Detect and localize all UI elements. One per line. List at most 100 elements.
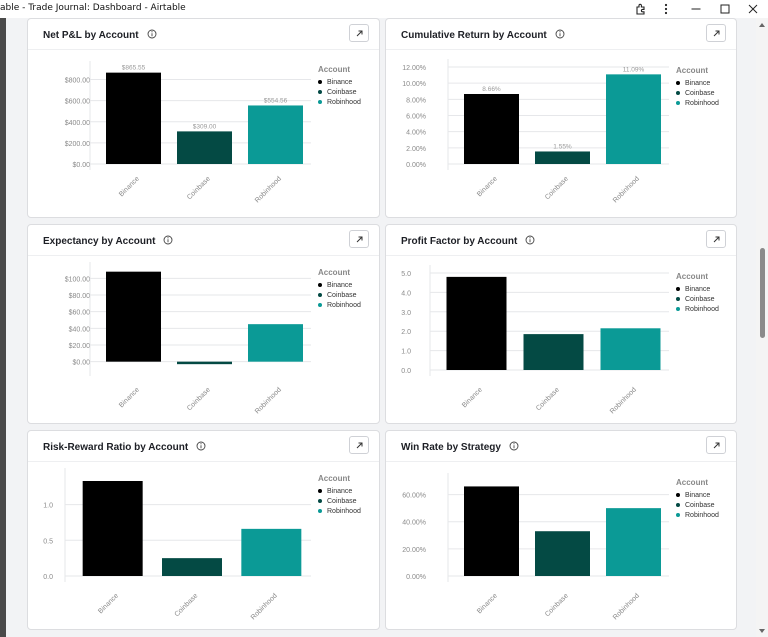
expand-arrow-icon (713, 236, 719, 242)
y-tick-label: $60.00 (69, 310, 91, 317)
legend-dot (676, 91, 680, 95)
bar-binance (464, 486, 519, 576)
bar-robinhood (248, 324, 303, 362)
chart-card-risk-reward: Risk-Reward Ratio by Account 0.0 0.5 1.0 Bi… (27, 430, 380, 630)
y-tick-label: $40.00 (69, 326, 91, 333)
x-tick-label: Robinhood (612, 175, 641, 204)
legend-label: Coinbase (327, 88, 357, 96)
legend-label: Coinbase (685, 501, 715, 509)
dashboard-content: Net P&L by Account $0.00 $200.00 $400.00 $6… (6, 18, 756, 637)
extension-icon[interactable] (627, 0, 655, 18)
card-divider (28, 461, 379, 462)
data-label: $554.56 (264, 97, 288, 104)
x-tick-label: Robinhood (250, 592, 279, 621)
bar-binance (446, 276, 507, 370)
left-edge-strip (0, 18, 6, 637)
card-title: Profit Factor by Account (401, 236, 518, 247)
x-tick-label: Binance (476, 175, 499, 198)
expand-button[interactable] (706, 230, 726, 248)
legend-label: Robinhood (685, 511, 719, 519)
legend-item-binance: Binance (676, 490, 719, 500)
info-icon[interactable] (196, 441, 206, 454)
x-tick-label: Binance (118, 175, 141, 198)
window-title: able - Trade Journal: Dashboard - Airtab… (0, 3, 186, 13)
card-title: Net P&L by Account (43, 30, 139, 41)
legend-item-coinbase: Coinbase (318, 496, 361, 506)
y-tick-label: 5.0 (401, 271, 411, 278)
window-titlebar: able - Trade Journal: Dashboard - Airtab… (0, 0, 768, 18)
minimize-icon[interactable] (682, 0, 710, 18)
maximize-icon[interactable] (711, 0, 739, 18)
y-tick-label: $800.00 (65, 78, 90, 85)
legend-item-robinhood: Robinhood (318, 300, 361, 310)
chart-legend: Account Binance Coinbase Robinhood (318, 65, 361, 107)
data-label: 1.55% (553, 143, 572, 150)
y-tick-label: 0.00% (406, 162, 426, 169)
y-tick-label: 40.00% (402, 520, 426, 527)
bar-robinhood (606, 508, 661, 576)
scrollbar-thumb[interactable] (760, 248, 765, 338)
card-title: Expectancy by Account (43, 236, 156, 247)
expand-button[interactable] (349, 436, 369, 454)
y-tick-label: $600.00 (65, 99, 90, 106)
y-tick-label: 2.00% (406, 146, 426, 153)
bar-chart: $0.00 $200.00 $400.00 $600.00 $800.00 $865.55… (65, 61, 311, 204)
bar-chart: 0.0 1.0 2.0 3.0 4.0 5.0 Binance Coinbase Robinho… (401, 265, 669, 415)
bar-coinbase (177, 131, 232, 164)
legend-item-binance: Binance (318, 280, 361, 290)
x-tick-label: Coinbase (186, 175, 212, 201)
y-tick-label: 20.00% (402, 547, 426, 554)
y-tick-label: $100.00 (65, 276, 90, 283)
legend-item-robinhood: Robinhood (318, 97, 361, 107)
info-icon[interactable] (555, 29, 565, 42)
legend-item-coinbase: Coinbase (318, 290, 361, 300)
info-icon[interactable] (163, 235, 173, 248)
legend-dot (676, 493, 680, 497)
legend-dot (318, 303, 322, 307)
x-tick-label: Robinhood (254, 175, 283, 204)
info-icon[interactable] (147, 29, 157, 42)
expand-button[interactable] (706, 436, 726, 454)
legend-dot (676, 503, 680, 507)
scroll-up-arrow-icon[interactable] (758, 22, 766, 28)
x-tick-label: Binance (476, 592, 499, 615)
legend-label: Coinbase (685, 89, 715, 97)
y-tick-label: 0.00% (406, 574, 426, 581)
y-tick-label: 60.00% (402, 493, 426, 500)
bar-binance (82, 481, 143, 576)
chart-legend: Account Binance Coinbase Robinhood (318, 474, 361, 516)
legend-dot (318, 499, 322, 503)
y-tick-label: 0.0 (43, 574, 53, 581)
legend-dot (318, 100, 322, 104)
info-icon[interactable] (525, 235, 535, 248)
data-label: $865.55 (122, 65, 146, 72)
close-icon[interactable] (739, 0, 767, 18)
legend-label: Robinhood (327, 98, 361, 106)
bar-robinhood (241, 528, 302, 576)
legend-dot (676, 287, 680, 291)
legend-label: Robinhood (327, 507, 361, 515)
legend-label: Binance (685, 285, 711, 293)
x-tick-label: Coinbase (544, 592, 570, 618)
bar-coinbase (162, 558, 222, 576)
legend-label: Robinhood (685, 99, 719, 107)
y-tick-label: 0.0 (401, 368, 411, 375)
data-label: $309.00 (193, 123, 217, 130)
scroll-down-arrow-icon[interactable] (758, 628, 766, 634)
y-tick-label: 6.00% (406, 114, 426, 121)
y-tick-label: 0.5 (43, 538, 53, 545)
kebab-menu-icon[interactable] (652, 0, 680, 18)
y-tick-label: 1.0 (43, 503, 53, 510)
y-tick-label: 4.00% (406, 130, 426, 137)
expand-button[interactable] (349, 230, 369, 248)
expand-button[interactable] (349, 24, 369, 42)
expand-arrow-icon (713, 442, 719, 448)
expand-button[interactable] (706, 24, 726, 42)
legend-dot (318, 509, 322, 513)
legend-item-coinbase: Coinbase (318, 87, 361, 97)
y-tick-label: $20.00 (69, 343, 91, 350)
y-tick-label: 3.0 (401, 310, 411, 317)
y-tick-label: $200.00 (65, 141, 90, 148)
info-icon[interactable] (509, 441, 519, 454)
bar-chart: 0.0 0.5 1.0 Binance Coinbase Robinhood (43, 468, 311, 621)
